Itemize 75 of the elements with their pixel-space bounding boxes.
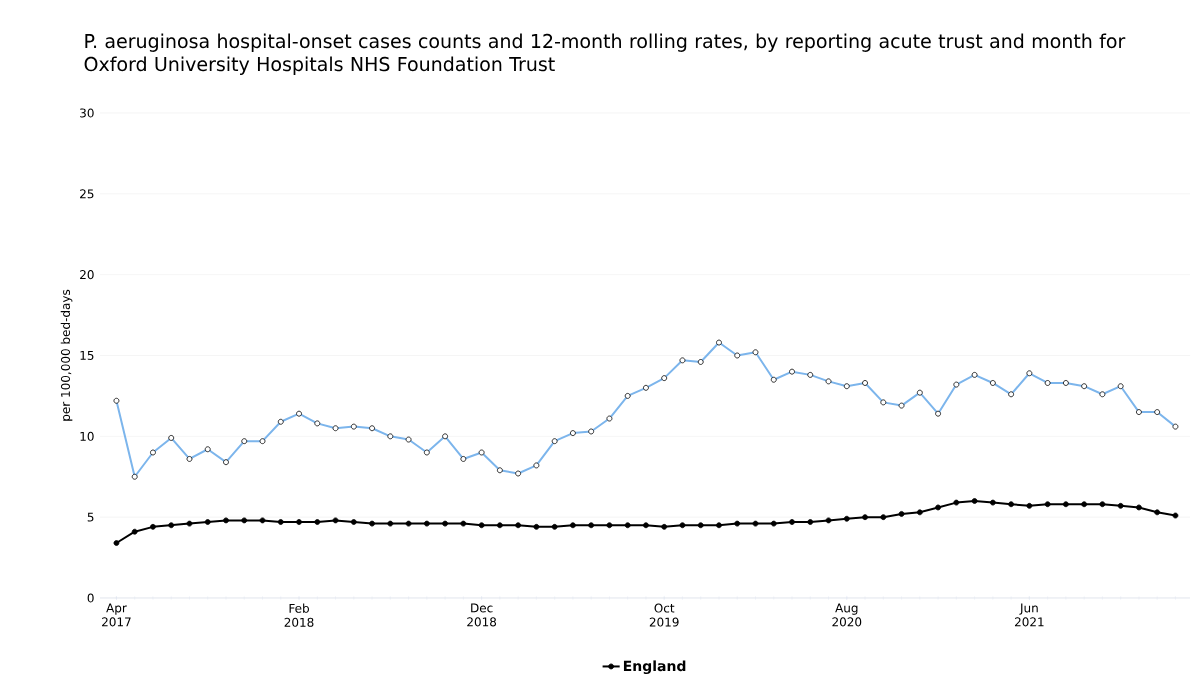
point	[624, 522, 631, 529]
point	[150, 523, 156, 530]
point	[770, 520, 777, 527]
point	[1099, 501, 1106, 508]
y-tick-label: 30	[80, 108, 94, 118]
point	[204, 519, 211, 525]
point	[862, 514, 868, 521]
y-tick-label: 0	[87, 593, 94, 603]
point	[679, 522, 686, 529]
point	[332, 517, 339, 524]
x-tick-label: Dec 2018	[467, 603, 497, 627]
point	[971, 498, 978, 504]
y-tick-label: 15	[80, 351, 94, 360]
point	[807, 519, 814, 525]
point	[1117, 502, 1124, 509]
point	[314, 519, 321, 525]
point	[916, 509, 923, 516]
x-tick-label: Feb 2018	[284, 603, 314, 627]
x-tick-label: Oct 2019	[649, 603, 679, 627]
point	[478, 522, 485, 529]
point	[515, 522, 522, 529]
point	[898, 511, 905, 517]
point	[223, 517, 229, 524]
point	[423, 520, 430, 527]
y-tick-label: 20	[80, 270, 94, 280]
point	[1172, 512, 1179, 519]
point	[460, 520, 467, 527]
point	[880, 514, 887, 521]
point	[496, 522, 503, 529]
point	[405, 520, 412, 527]
point	[570, 522, 576, 529]
point	[825, 517, 832, 524]
point	[277, 519, 284, 525]
point	[697, 522, 704, 529]
y-tick-label: 10	[80, 431, 94, 441]
legend-label: England	[623, 660, 686, 675]
y-tick-label: 25	[80, 189, 94, 199]
x-tick-label: Jun 2021	[1014, 603, 1044, 627]
point	[1044, 501, 1051, 508]
point	[350, 519, 357, 525]
point	[113, 540, 120, 546]
point	[789, 519, 795, 525]
point	[1154, 509, 1161, 516]
point	[296, 519, 302, 525]
point	[661, 523, 668, 530]
x-tick-label: Aug 2020	[832, 603, 862, 627]
point	[131, 528, 138, 535]
y-tick-label: 5	[87, 512, 94, 522]
x-tick-label: Apr 2017	[102, 603, 131, 627]
chart-title: P. aeruginosa hospital-onset cases counts and 12-month rolling rates, by reporting acute trust and month for Oxford University Hospitals NHS Foundation Trust	[84, 33, 1126, 75]
point	[533, 523, 540, 530]
point	[369, 520, 375, 527]
point	[588, 522, 595, 529]
point	[953, 499, 960, 506]
point	[989, 499, 996, 506]
y-axis-title: per 100,000 bed-days	[60, 289, 73, 421]
point	[1081, 501, 1088, 508]
point	[241, 517, 248, 524]
point	[716, 522, 722, 529]
point	[643, 522, 649, 529]
point	[1008, 501, 1015, 508]
point	[843, 515, 850, 522]
point	[734, 520, 741, 527]
point	[606, 522, 613, 529]
point	[1062, 501, 1069, 508]
point	[551, 523, 558, 530]
point	[259, 517, 266, 524]
point	[186, 520, 193, 527]
point	[387, 520, 394, 527]
point	[752, 520, 759, 527]
point	[1136, 504, 1142, 511]
point	[168, 522, 175, 529]
point	[1026, 502, 1033, 509]
point	[935, 504, 941, 511]
point	[442, 520, 448, 527]
